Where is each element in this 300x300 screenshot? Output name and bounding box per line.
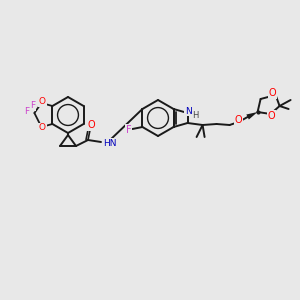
Polygon shape xyxy=(246,112,258,119)
Text: O: O xyxy=(87,120,95,130)
Text: H: H xyxy=(193,112,199,121)
Text: O: O xyxy=(268,111,275,121)
Text: O: O xyxy=(39,124,46,133)
Text: N: N xyxy=(185,106,192,116)
Text: F: F xyxy=(126,125,131,135)
Text: HN: HN xyxy=(103,139,116,148)
Text: O: O xyxy=(235,115,242,125)
Text: O: O xyxy=(39,98,46,106)
Text: O: O xyxy=(269,88,276,98)
Text: F: F xyxy=(30,101,35,110)
Text: F: F xyxy=(24,107,29,116)
